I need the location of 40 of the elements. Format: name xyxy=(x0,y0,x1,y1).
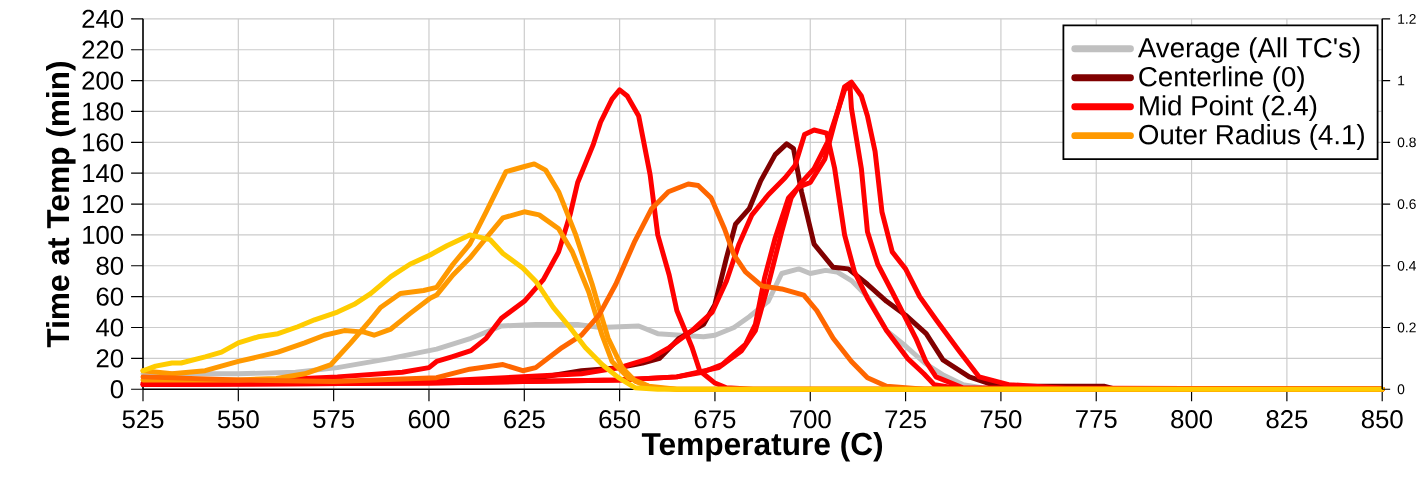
y2-tick-label: 0.8 xyxy=(1397,137,1416,148)
y2-tick-label: 0.2 xyxy=(1397,322,1416,333)
y2-tick-label: 0.6 xyxy=(1397,199,1416,210)
y-tick-label: 40 xyxy=(96,318,124,337)
x-tick-label: 750 xyxy=(980,410,1022,429)
y2-tick-label: 0.4 xyxy=(1397,261,1416,271)
x-tick-label: 575 xyxy=(313,410,355,429)
y-tick-label: 160 xyxy=(83,133,124,152)
x-tick-label: 800 xyxy=(1171,410,1213,429)
legend-label: Centerline (0) xyxy=(1139,66,1304,93)
x-tick-label: 525 xyxy=(122,410,164,429)
y-tick-label: 140 xyxy=(83,164,124,183)
y-tick-label: 220 xyxy=(82,40,124,60)
x-tick-label: 650 xyxy=(599,410,641,429)
y-tick-label: 200 xyxy=(82,71,124,90)
y-tick-label: 60 xyxy=(96,287,124,306)
y-tick-label: 100 xyxy=(83,226,124,245)
x-tick-label: 775 xyxy=(1076,410,1117,429)
x-tick-label: 600 xyxy=(408,410,450,429)
x-tick-label: 550 xyxy=(217,410,259,429)
legend-label: Average (All TC's) xyxy=(1137,37,1360,64)
x-tick-label: 700 xyxy=(790,410,831,429)
x-axis-title: Temperature (C) xyxy=(641,432,883,462)
x-tick-label: 625 xyxy=(504,410,545,429)
y-axis-title: Time at Temp (min) xyxy=(46,62,76,348)
legend-label: Mid Point (2.4) xyxy=(1140,95,1317,122)
y2-tick-label: 0 xyxy=(1397,384,1405,395)
x-tick-label: 675 xyxy=(694,410,736,429)
y-tick-label: 80 xyxy=(96,256,124,276)
x-tick-label: 850 xyxy=(1361,410,1403,429)
y-tick-label: 20 xyxy=(96,349,124,368)
y2-tick-label: 1 xyxy=(1398,76,1405,86)
y-tick-label: 0 xyxy=(110,380,124,399)
y2-tick-label: 1.2 xyxy=(1398,14,1416,24)
y-tick-label: 120 xyxy=(83,195,124,214)
y-tick-label: 180 xyxy=(83,102,124,121)
x-tick-label: 825 xyxy=(1266,410,1308,429)
x-tick-label: 725 xyxy=(885,410,926,429)
y-tick-label: 240 xyxy=(82,9,124,29)
legend-label: Outer Radius (4.1) xyxy=(1139,124,1364,151)
